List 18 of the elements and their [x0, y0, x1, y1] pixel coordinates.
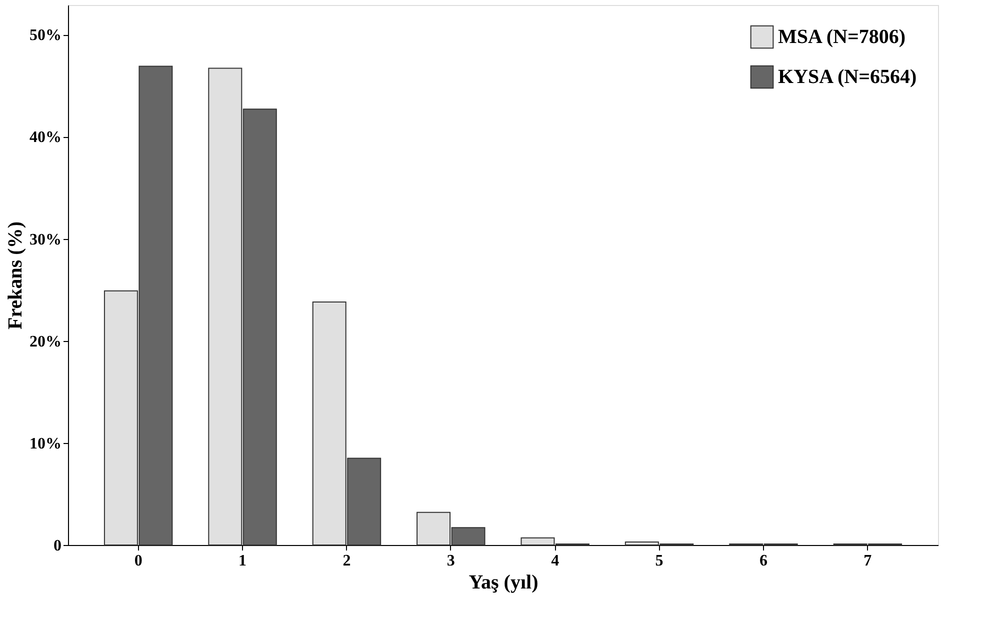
y-tick-label: 0	[54, 538, 62, 554]
x-tick-label: 4	[551, 552, 560, 570]
x-tick-label: 7	[864, 552, 872, 570]
x-tick-label: 3	[446, 552, 455, 570]
y-axis-title: Frekans (%)	[4, 222, 26, 330]
y-tick-label: 20%	[30, 333, 62, 350]
y-tick-label: 50%	[30, 27, 62, 44]
x-tick-label: 6	[759, 552, 768, 570]
x-tick-label: 2	[342, 552, 351, 570]
legend-label: KYSA (N=6564)	[778, 66, 917, 88]
y-tick-label: 10%	[30, 435, 62, 452]
legend-label: MSA (N=7806)	[778, 26, 906, 48]
x-axis-title: Yaş (yıl)	[468, 572, 538, 594]
y-tick-label: 40%	[30, 129, 62, 146]
y-tick-label: 30%	[30, 231, 62, 248]
x-tick-label: 5	[655, 552, 664, 570]
x-tick-label: 1	[238, 552, 247, 570]
x-tick-label: 0	[134, 552, 142, 570]
